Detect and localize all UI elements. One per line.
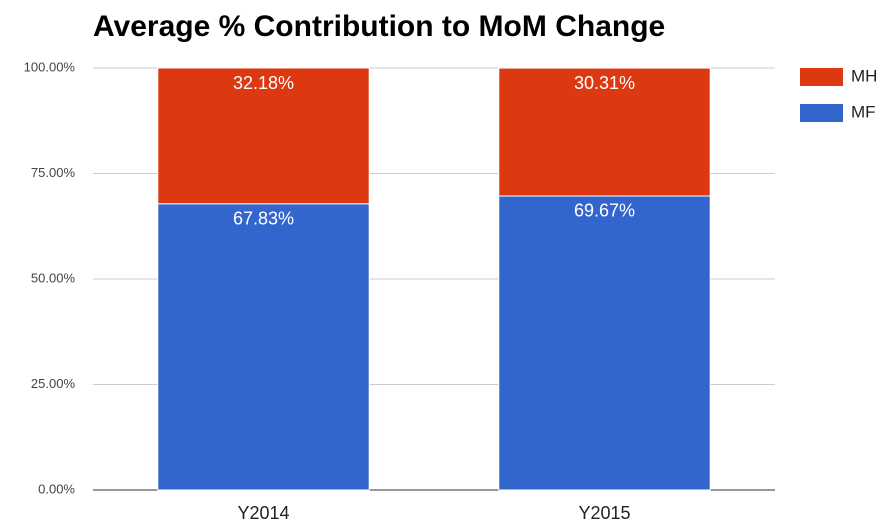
y-tick-label: 100.00% [24, 59, 76, 74]
bar-segment [498, 67, 711, 197]
data-label: 67.83% [233, 209, 294, 229]
y-tick-label: 25.00% [31, 376, 76, 391]
data-label: 30.31% [574, 73, 635, 93]
y-tick-label: 75.00% [31, 165, 76, 180]
bar-segment [157, 67, 370, 205]
x-tick-label: Y2014 [237, 503, 289, 523]
bar-segment [498, 195, 711, 491]
bar-segment [157, 203, 370, 491]
legend-label: MF [851, 102, 876, 121]
y-tick-label: 0.00% [38, 481, 75, 496]
x-tick-label: Y2015 [578, 503, 630, 523]
legend-label: MH [851, 66, 877, 85]
y-tick-label: 50.00% [31, 270, 76, 285]
chart-title: Average % Contribution to MoM Change [93, 10, 665, 43]
legend-swatch [800, 68, 843, 86]
legend-swatch [800, 104, 843, 122]
data-label: 69.67% [574, 201, 635, 221]
data-label: 32.18% [233, 73, 294, 93]
